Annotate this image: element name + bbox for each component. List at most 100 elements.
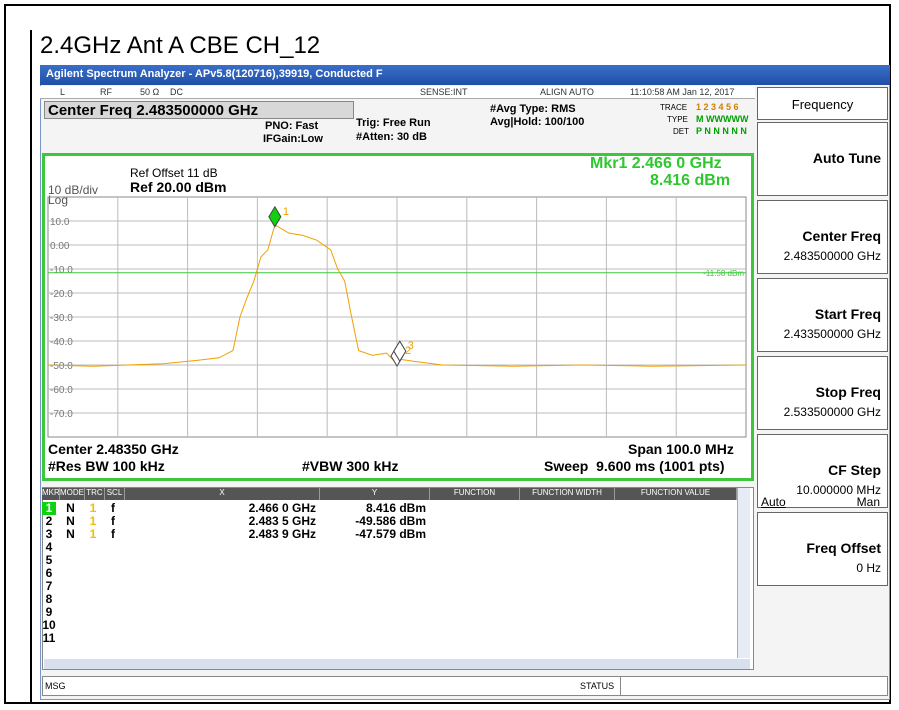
status-strip <box>40 86 755 99</box>
table-cell: 8 <box>45 592 53 606</box>
marker-label: 1 <box>283 206 289 218</box>
status-item: L <box>60 87 66 97</box>
table-cell: f <box>111 527 115 541</box>
msg: MSG <box>45 681 66 691</box>
status-divider <box>620 676 621 696</box>
softkey-value[interactable]: 0 Hz <box>856 561 881 575</box>
setting: Avg|Hold: 100/100 <box>490 116 585 128</box>
softkey[interactable] <box>757 512 888 586</box>
softkey[interactable] <box>757 87 888 120</box>
plot-label: Span 100.0 MHz <box>628 441 734 457</box>
softkey-value[interactable]: 10.000000 MHz <box>796 483 881 497</box>
table-header: FUNCTION WIDTH <box>520 488 615 500</box>
softkey[interactable] <box>757 434 888 508</box>
plot-label: Sweep 9.600 ms (1001 pts) <box>544 458 725 474</box>
status-item: SENSE:INT <box>420 87 468 97</box>
marker <box>268 205 282 228</box>
marker-label: 2 <box>405 345 411 357</box>
table-header: SCL <box>105 488 125 500</box>
table-cell: 1 <box>89 527 97 541</box>
softkey-value[interactable]: 2.533500000 GHz <box>783 405 881 419</box>
setting: M WWWWW <box>696 114 749 124</box>
softkey-label[interactable]: Auto Tune <box>812 150 881 166</box>
plot-label: 10 dB/div <box>48 183 99 197</box>
table-cell: 9 <box>45 605 53 619</box>
message-bar <box>42 676 888 696</box>
table-cell: 7 <box>45 579 53 593</box>
status-item: 50 Ω <box>140 87 160 97</box>
softkey-option[interactable]: Man <box>856 495 880 509</box>
y-tick-label: -20.0 <box>50 289 73 300</box>
softkey-label[interactable]: Frequency <box>791 97 854 112</box>
softkey-option[interactable]: Auto <box>761 495 786 509</box>
softkey-value[interactable]: 2.433500000 GHz <box>783 327 881 341</box>
status-item: 11:10:58 AM Jan 12, 2017 <box>630 87 735 97</box>
table-header: MODE <box>60 488 85 500</box>
softkey[interactable] <box>757 278 888 352</box>
table-cell: 2.483 5 GHz <box>248 514 316 528</box>
table-header: MKR <box>42 488 60 500</box>
frame-inner <box>30 30 892 704</box>
center-freq: Center Freq 2.483500000 GHz <box>44 101 354 119</box>
table-cell: f <box>111 514 115 528</box>
status-item: RF <box>100 87 112 97</box>
table-cell: 1 <box>42 502 56 515</box>
table-cell: N <box>66 527 75 541</box>
plot-label: Ref 20.00 dBm <box>130 179 227 195</box>
table-cell: 6 <box>45 566 53 580</box>
y-tick-label: 0.00 <box>50 241 70 252</box>
plot-label: #VBW 300 kHz <box>302 458 399 474</box>
frame <box>4 4 891 704</box>
table-cell: N <box>66 514 75 528</box>
marker <box>393 340 407 363</box>
table-cell: 1 <box>89 501 97 515</box>
setting: PNO: Fast <box>265 120 319 132</box>
table-header: Y <box>320 488 430 500</box>
page-title: 2.4GHz Ant A CBE CH_12 <box>40 32 321 59</box>
table-header: TRC <box>85 488 105 500</box>
softkey-label[interactable]: Stop Freq <box>815 384 881 400</box>
trace <box>47 224 747 367</box>
marker-label: 3 <box>408 340 414 352</box>
table-cell: N <box>66 501 75 515</box>
plot-label: Mkr1 2.466 0 GHz <box>590 155 722 172</box>
softkey-label[interactable]: Freq Offset <box>806 540 881 556</box>
softkey-label[interactable]: Center Freq <box>802 228 881 244</box>
table-cell: -47.579 dBm <box>355 527 426 541</box>
softkey-label[interactable]: CF Step <box>828 462 881 478</box>
y-tick-label: -50.0 <box>50 361 73 372</box>
table-header: FUNCTION VALUE <box>615 488 737 500</box>
table-header: X <box>125 488 320 500</box>
setting: #Atten: 30 dB <box>356 131 427 143</box>
plot-label: 8.416 dBm <box>650 172 731 189</box>
table-cell: 10 <box>42 618 56 632</box>
y-tick-label: -70.0 <box>50 409 73 420</box>
softkey[interactable] <box>757 356 888 430</box>
table-cell: 2 <box>45 514 53 528</box>
table-cell: 8.416 dBm <box>365 501 426 515</box>
table-cell: 5 <box>45 553 53 567</box>
setting: #Avg Type: RMS <box>490 103 576 115</box>
status: STATUS <box>580 681 615 691</box>
softkey[interactable] <box>757 122 888 196</box>
status-item: ALIGN AUTO <box>540 87 594 97</box>
title-bar <box>40 65 890 85</box>
table-area <box>42 487 754 670</box>
y-tick-label: -60.0 <box>50 385 73 396</box>
softkey-label[interactable]: Start Freq <box>814 306 881 322</box>
setting: DET <box>673 127 689 136</box>
setting: P N N N N N <box>696 126 747 136</box>
table-cell: 2.466 0 GHz <box>248 501 316 515</box>
y-tick-label: 10.0 <box>50 217 70 228</box>
table-cell: 4 <box>45 540 53 554</box>
softkey-value[interactable]: 2.483500000 GHz <box>783 249 881 263</box>
plot-label: Center 2.48350 GHz <box>48 441 179 457</box>
softkey[interactable] <box>757 200 888 274</box>
table-header: FUNCTION <box>430 488 520 500</box>
plot-label: Ref Offset 11 dB <box>130 166 218 180</box>
table-cell: 11 <box>42 631 56 645</box>
table-cell: 3 <box>45 527 53 541</box>
plot-label: #Res BW 100 kHz <box>48 458 165 474</box>
